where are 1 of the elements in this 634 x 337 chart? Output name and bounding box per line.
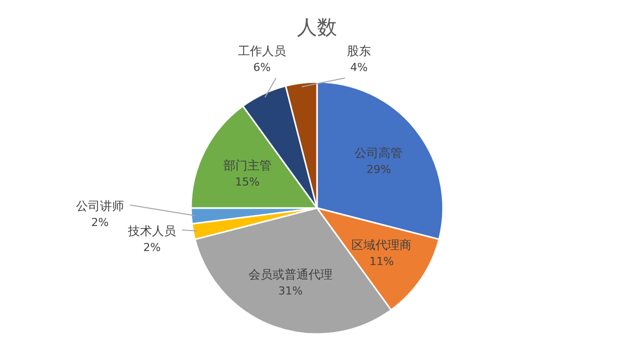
chart-title: 人数 — [297, 15, 337, 39]
